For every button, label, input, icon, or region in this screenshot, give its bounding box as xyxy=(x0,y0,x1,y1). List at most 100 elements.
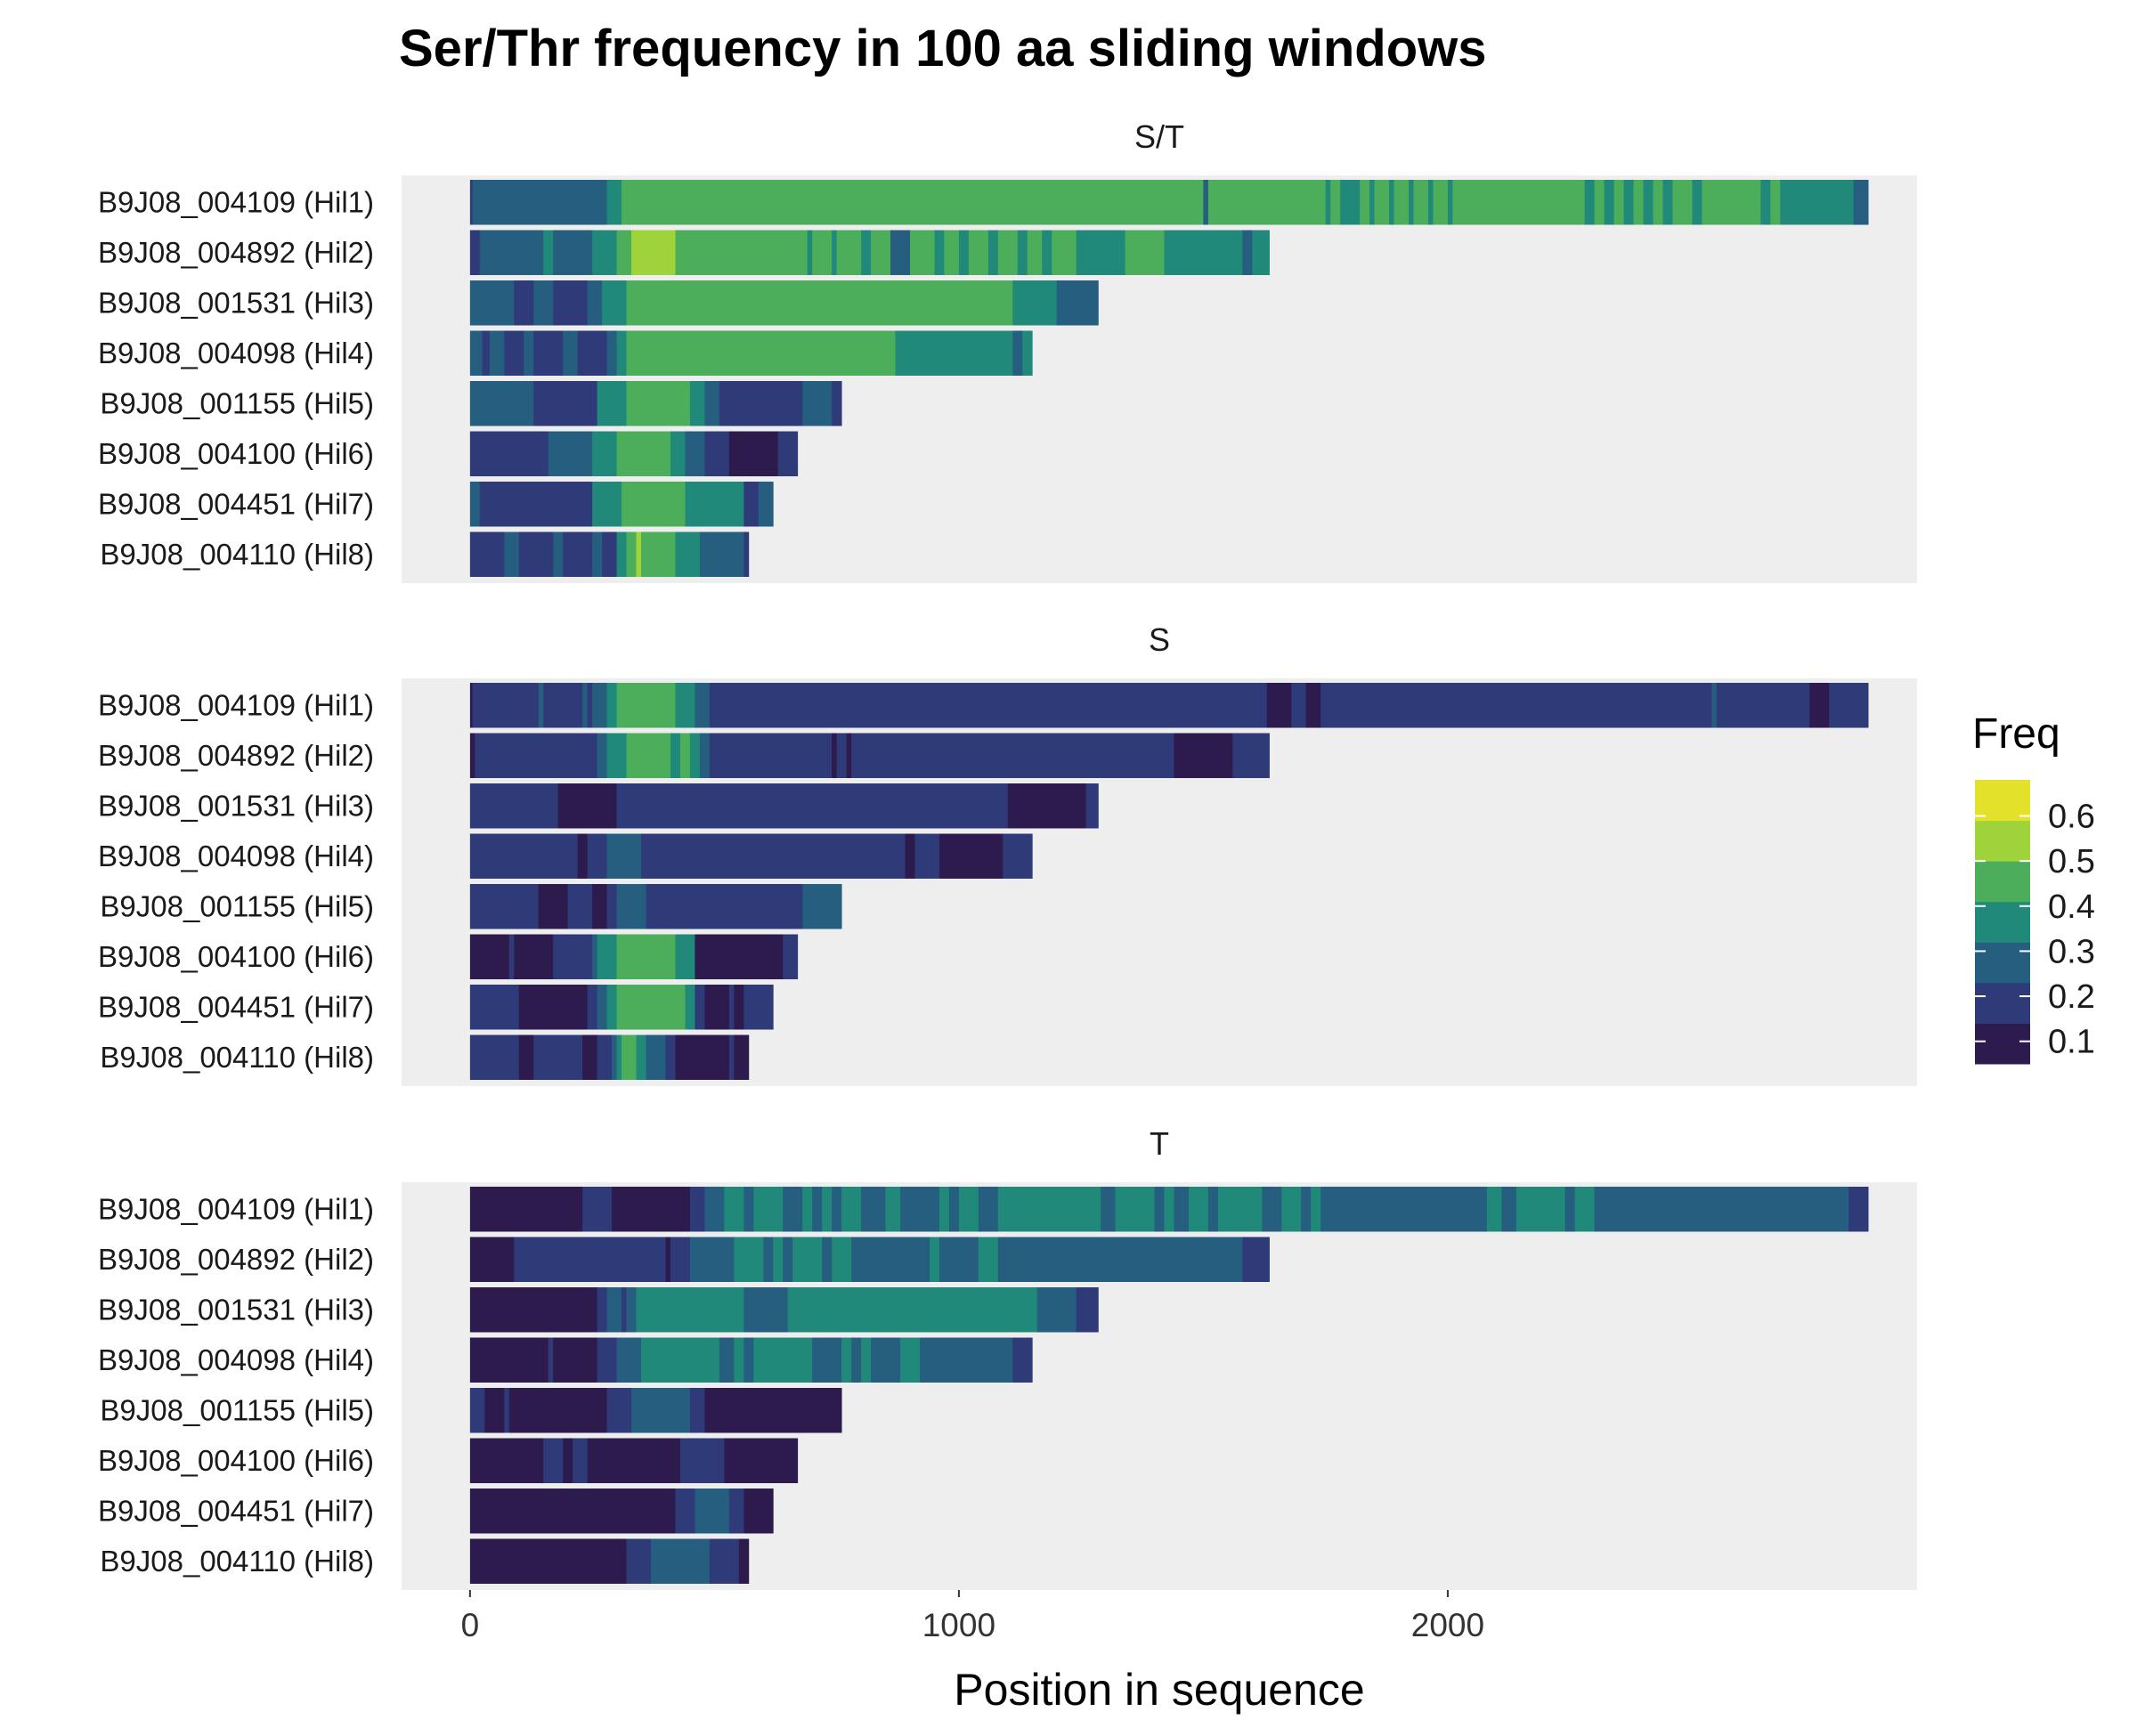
heatmap-cell xyxy=(665,1237,671,1282)
heatmap-cell xyxy=(533,180,541,225)
row-label: B9J08_004892 (Hil2) xyxy=(98,1243,374,1276)
heatmap-cell xyxy=(1662,180,1673,225)
heatmap-cell xyxy=(606,330,617,376)
heatmap-cell xyxy=(861,1187,886,1232)
heatmap-cell xyxy=(670,431,686,476)
heatmap-cell xyxy=(1486,1187,1502,1232)
heatmap-cell xyxy=(469,1438,544,1483)
heatmap-cell xyxy=(1012,280,1058,326)
heatmap-cell xyxy=(1515,1187,1566,1232)
heatmap-cell xyxy=(1760,180,1771,225)
heatmap-cell xyxy=(597,1187,613,1232)
heatmap-cell xyxy=(695,934,784,979)
heatmap-cell xyxy=(724,1438,799,1483)
heatmap-cell xyxy=(538,683,544,728)
heatmap-cell xyxy=(563,1438,573,1483)
heatmap-cell xyxy=(646,733,656,778)
heatmap-cell xyxy=(1653,180,1663,225)
heatmap-cell xyxy=(641,531,652,577)
heatmap-cell xyxy=(469,1337,549,1383)
heatmap-cell xyxy=(871,1237,901,1282)
heatmap-cell xyxy=(479,230,544,275)
heatmap-cell xyxy=(1594,1187,1835,1232)
heatmap-cell xyxy=(636,531,642,577)
x-tick-label: 0 xyxy=(461,1607,480,1643)
row-label: B9J08_004109 (Hil1) xyxy=(98,1192,374,1225)
legend-tick-label: 0.6 xyxy=(2048,799,2095,836)
heatmap-cell xyxy=(504,1388,510,1433)
heatmap-cell xyxy=(822,1237,833,1282)
heatmap-cell xyxy=(626,1287,637,1333)
heatmap-cell xyxy=(597,1337,617,1383)
heatmap-cell xyxy=(734,985,744,1030)
heatmap-cell xyxy=(1266,180,1275,225)
heatmap-cell xyxy=(557,783,617,829)
heatmap-cell xyxy=(1594,180,1605,225)
row-label: B9J08_004892 (Hil2) xyxy=(98,739,374,772)
heatmap-cell xyxy=(592,180,607,225)
heatmap-cell xyxy=(518,985,589,1030)
heatmap-cell xyxy=(724,230,808,275)
heatmap-cell xyxy=(787,1287,1019,1333)
heatmap-cell xyxy=(689,733,701,778)
row-label: B9J08_001155 (Hil5) xyxy=(100,386,374,419)
heatmap-cell xyxy=(622,1287,627,1333)
heatmap-cell xyxy=(597,1034,613,1080)
heatmap-cell xyxy=(709,733,833,778)
heatmap-cell xyxy=(1340,180,1361,225)
heatmap-cell xyxy=(822,1187,833,1232)
row-label: B9J08_001155 (Hil5) xyxy=(100,1393,374,1426)
heatmap-cell xyxy=(616,531,627,577)
heatmap-cell xyxy=(1252,230,1270,275)
heatmap-cell xyxy=(469,884,540,929)
heatmap-cell xyxy=(670,733,681,778)
heatmap-cell xyxy=(469,482,481,527)
heatmap-cell xyxy=(734,1337,744,1383)
heatmap-cell xyxy=(482,330,491,376)
heatmap-cell xyxy=(689,381,705,426)
heatmap-cell xyxy=(670,1237,691,1282)
heatmap-cell xyxy=(1833,1187,1849,1232)
legend-tick-label: 0.5 xyxy=(2048,843,2095,880)
heatmap-cell xyxy=(934,230,945,275)
heatmap-cell xyxy=(851,733,1174,778)
heatmap-cell xyxy=(514,280,534,326)
heatmap-cell xyxy=(553,280,583,326)
heatmap-cell xyxy=(651,934,662,979)
heatmap-cell xyxy=(1164,230,1243,275)
heatmap-cell xyxy=(518,531,554,577)
heatmap-cell xyxy=(958,1187,979,1232)
heatmap-cell xyxy=(773,1287,789,1333)
heatmap-cell xyxy=(978,1187,999,1232)
heatmap-cell xyxy=(679,985,686,1030)
heatmap-cell xyxy=(606,683,617,728)
legend-title: Freq xyxy=(1972,710,2060,758)
heatmap-cell xyxy=(548,1337,554,1383)
heatmap-cell xyxy=(626,381,691,426)
heatmap-cell xyxy=(475,733,598,778)
heatmap-cell xyxy=(1330,180,1341,225)
heatmap-cell xyxy=(469,1287,598,1333)
heatmap-cell xyxy=(1012,330,1023,376)
heatmap-cell xyxy=(646,1034,666,1080)
heatmap-cell xyxy=(553,531,564,577)
heatmap-cell xyxy=(900,1237,930,1282)
heatmap-cell xyxy=(728,1034,735,1080)
heatmap-cell xyxy=(1027,230,1043,275)
heatmap-cell xyxy=(987,230,999,275)
heatmap-cell xyxy=(675,531,686,577)
row-label: B9J08_004451 (Hil7) xyxy=(98,1494,374,1527)
heatmap-cell xyxy=(1311,1187,1321,1232)
heatmap-cell xyxy=(651,1538,711,1584)
heatmap-cell xyxy=(606,884,617,929)
heatmap-cell xyxy=(606,985,617,1030)
heatmap-cell xyxy=(1643,180,1654,225)
heatmap-cell xyxy=(1427,180,1434,225)
heatmap-cell xyxy=(895,330,901,376)
row-label: B9J08_004110 (Hil8) xyxy=(100,1041,374,1074)
heatmap-cell xyxy=(685,531,701,577)
heatmap-cell xyxy=(533,330,564,376)
heatmap-cell xyxy=(1394,180,1410,225)
heatmap-cell xyxy=(944,230,960,275)
facet-panels: S/T B9J08_004109 (Hil1) B9J08_004892 (Hil2… xyxy=(98,118,1917,1590)
